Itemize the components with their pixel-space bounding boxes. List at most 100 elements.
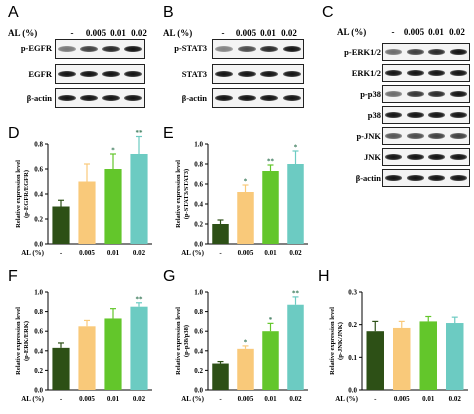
blot-band xyxy=(406,133,424,139)
chart-svg: 0.0 0.2 0.4 0.6 0.8 1.0 Relative expression le… xyxy=(15,289,152,403)
blot-band xyxy=(406,49,424,55)
bar xyxy=(130,306,148,390)
blot-strip xyxy=(212,39,304,59)
y-axis-label: (p-STAT3/STAT3) xyxy=(183,169,190,219)
blot-band xyxy=(385,133,403,139)
y-axis-label: (p-ERK/ERK) xyxy=(23,321,30,361)
y-axis-label: (p-EGFR/EGFR) xyxy=(23,170,30,218)
blot-band xyxy=(260,94,279,102)
chart-svg: 0.0 0.2 0.4 0.6 0.8 Relative expression level… xyxy=(15,129,152,257)
blot-band xyxy=(449,133,467,139)
y-tick-label: 0.6 xyxy=(34,328,43,336)
significance-mark: ** xyxy=(292,289,300,297)
category-label: - xyxy=(60,395,63,403)
blot-band xyxy=(385,70,403,76)
y-tick-label: 0.4 xyxy=(34,347,43,355)
x-axis-label: AL (%) xyxy=(181,249,204,257)
chart-svg: 0.0 0.1 0.2 0.3 Relative expression level (p-… xyxy=(329,289,468,403)
bar xyxy=(237,192,254,244)
category-label: 0.005 xyxy=(79,395,95,403)
category-label: 0.005 xyxy=(79,249,95,257)
y-tick-label: 0.4 xyxy=(194,201,203,209)
blot-strip xyxy=(212,64,304,84)
blot-strip xyxy=(382,85,470,103)
blot-band xyxy=(449,154,467,160)
blot-label-p38: p38 xyxy=(367,110,381,120)
blot-band xyxy=(124,70,142,78)
blot-band xyxy=(80,70,98,78)
blot-band xyxy=(449,112,467,118)
category-label: 0.005 xyxy=(238,249,254,257)
category-label: - xyxy=(374,395,377,403)
category-label: 0.02 xyxy=(449,395,462,403)
blot-band xyxy=(282,70,301,78)
blot-band xyxy=(282,45,301,53)
blot-label-erk: ERK1/2 xyxy=(351,68,381,78)
blot-band xyxy=(282,94,301,102)
bar xyxy=(104,169,122,244)
bar xyxy=(78,181,96,244)
y-tick-label: 0.8 xyxy=(34,308,43,316)
blot-band xyxy=(58,94,76,102)
category-label: 0.01 xyxy=(107,395,120,403)
blot-strip xyxy=(382,43,470,61)
blot-band xyxy=(237,94,256,102)
y-axis-label: (p-p38/p38) xyxy=(183,325,190,357)
panel-letter-a: A xyxy=(8,4,19,21)
blot-label-beta-actin: β-actin xyxy=(181,93,207,103)
blot-strip xyxy=(382,64,470,82)
al-value-002: 0.02 xyxy=(449,27,465,37)
blot-band xyxy=(428,112,446,118)
x-axis-label: AL (%) xyxy=(181,395,204,403)
y-tick-label: 0.6 xyxy=(194,181,203,189)
blot-label-beta-actin: β-actin xyxy=(355,173,381,183)
y-tick-label: 0.3 xyxy=(348,289,357,297)
significance-mark: ** xyxy=(136,295,144,303)
panel-letter-f: F xyxy=(8,268,18,285)
blot-band xyxy=(406,175,424,181)
chart-svg: 0.0 0.2 0.4 0.6 0.8 1.0 Relative expression le… xyxy=(175,289,308,403)
blot-label-jnk: JNK xyxy=(364,152,381,162)
y-tick-label: 0.4 xyxy=(194,347,203,355)
y-tick-label: 0.6 xyxy=(194,328,203,336)
blot-band xyxy=(428,91,446,97)
y-tick-label: 0.8 xyxy=(34,141,43,149)
al-value-control: - xyxy=(221,28,225,38)
category-label: 0.01 xyxy=(264,395,277,403)
panel-letter-h: H xyxy=(318,268,330,285)
bar xyxy=(52,347,70,390)
al-value-0005: 0.005 xyxy=(85,28,107,38)
category-label: 0.005 xyxy=(394,395,410,403)
al-label: AL (%) xyxy=(8,28,38,38)
blot-band xyxy=(449,175,467,181)
y-tick-label: 0.1 xyxy=(348,354,357,362)
blot-label-beta-actin: β-actin xyxy=(26,93,52,103)
al-label: AL (%) xyxy=(337,27,367,37)
y-tick-label: 0.2 xyxy=(34,367,43,375)
al-value-0005: 0.005 xyxy=(403,27,425,37)
blot-band xyxy=(406,70,424,76)
chart-svg: 0.0 0.2 0.4 0.6 0.8 1.0 Relative expression le… xyxy=(175,141,308,257)
y-axis-label: Relative expression level xyxy=(329,307,336,375)
al-value-control: - xyxy=(391,27,395,37)
blot-band xyxy=(406,154,424,160)
blot-band xyxy=(385,154,403,160)
al-value-001: 0.01 xyxy=(110,28,126,38)
y-tick-label: 0.2 xyxy=(194,221,203,229)
bar xyxy=(212,363,229,390)
x-axis-label: AL (%) xyxy=(335,395,358,403)
bar xyxy=(78,326,96,390)
blot-band xyxy=(124,94,142,102)
bar xyxy=(212,224,229,244)
y-axis-label: Relative expression level xyxy=(175,160,182,228)
y-tick-label: 0.0 xyxy=(194,241,203,249)
blot-band xyxy=(385,112,403,118)
blot-band xyxy=(428,175,446,181)
blot-band xyxy=(449,91,467,97)
y-tick-label: 0.6 xyxy=(34,166,43,174)
blot-band xyxy=(428,70,446,76)
blot-band xyxy=(385,49,403,55)
blot-strip xyxy=(382,127,470,145)
blot-band xyxy=(215,94,234,102)
panel-letter-g: G xyxy=(163,268,176,285)
